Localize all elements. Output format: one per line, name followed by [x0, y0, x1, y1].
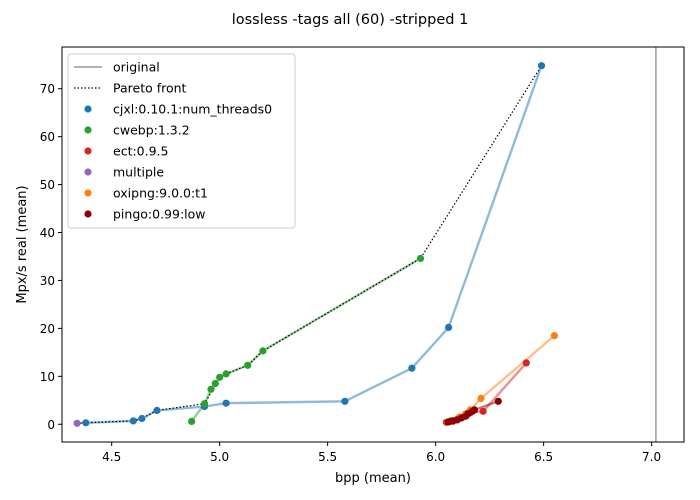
y-tick-label: 10	[40, 370, 55, 384]
y-tick-label: 40	[40, 226, 55, 240]
y-tick-label: 30	[40, 274, 55, 288]
point-0-3	[153, 406, 161, 414]
y-tick-label: 50	[40, 178, 55, 192]
legend-label-pareto: Pareto front	[113, 81, 187, 96]
legend-label-series-4: oxipng:9.0.0:t1	[113, 186, 208, 201]
y-tick-label: 60	[40, 130, 55, 144]
plot-frame	[61, 46, 685, 443]
legend-label-series-1: cwebp:1.3.2	[113, 123, 190, 138]
x-tick-label: 6.5	[534, 450, 553, 464]
legend-swatch-series-2	[84, 147, 92, 155]
point-0-0	[82, 419, 90, 427]
legend-label-series-5: pingo:0.99:low	[113, 207, 206, 222]
y-tick-label: 20	[40, 322, 55, 336]
legend: original Pareto front cjxl:0.10.1:num_thre…	[67, 53, 296, 229]
point-2-5	[479, 407, 487, 415]
y-tick-label: 0	[47, 418, 55, 432]
y-tick-label: 70	[40, 82, 55, 96]
point-1-0	[188, 417, 196, 425]
plot-area	[73, 47, 657, 442]
legend-label-series-0: cjxl:0.10.1:num_threads0	[113, 102, 272, 117]
point-1-4	[216, 373, 224, 381]
point-0-6	[341, 397, 349, 405]
point-1-6	[244, 361, 252, 369]
legend-swatch-series-3	[84, 168, 92, 176]
legend-label-series-2: ect:0.9.5	[113, 144, 168, 159]
x-tick-label: 4.5	[102, 450, 121, 464]
x-tick-label: 5.5	[318, 450, 337, 464]
legend-swatch-series-0	[84, 105, 92, 113]
x-tick-label: 7.0	[642, 450, 661, 464]
point-1-8	[416, 254, 425, 262]
point-0-9	[537, 62, 546, 70]
point-5-8	[494, 397, 502, 405]
point-1-1	[200, 400, 209, 408]
point-3-0	[73, 419, 81, 427]
point-4-5	[550, 332, 559, 340]
point-5-7	[470, 406, 479, 414]
point-4-4	[477, 394, 485, 402]
point-0-2	[138, 414, 146, 423]
point-0-5	[222, 399, 230, 407]
point-1-7	[259, 347, 267, 355]
point-0-7	[408, 364, 416, 372]
legend-swatch-series-4	[84, 189, 92, 197]
point-0-1	[129, 417, 137, 425]
legend-swatch-series-5	[84, 210, 92, 218]
point-1-2	[207, 385, 215, 393]
legend-swatch-series-1	[84, 126, 92, 134]
legend-box	[67, 53, 296, 229]
pareto-front-line	[77, 65, 543, 424]
point-1-5	[222, 370, 230, 378]
y-axis-label: Mpx/s real (mean)	[15, 185, 30, 303]
x-tick-label: 5.0	[210, 450, 229, 464]
legend-label-series-3: multiple	[113, 165, 164, 180]
point-1-3	[211, 379, 219, 388]
y-axis: 0 10 20 30 40 50 60 70	[40, 82, 62, 432]
chart-title: lossless -tags all (60) -stripped 1	[232, 12, 469, 28]
x-axis: 4.5 5.0 5.5 6.0 6.5 7.0	[102, 442, 661, 464]
x-tick-label: 6.0	[426, 450, 445, 464]
x-axis-label: bpp (mean)	[335, 471, 411, 486]
point-0-8	[445, 323, 453, 331]
legend-label-original: original	[113, 60, 160, 75]
point-2-6	[522, 359, 530, 367]
plot-content	[73, 47, 657, 442]
